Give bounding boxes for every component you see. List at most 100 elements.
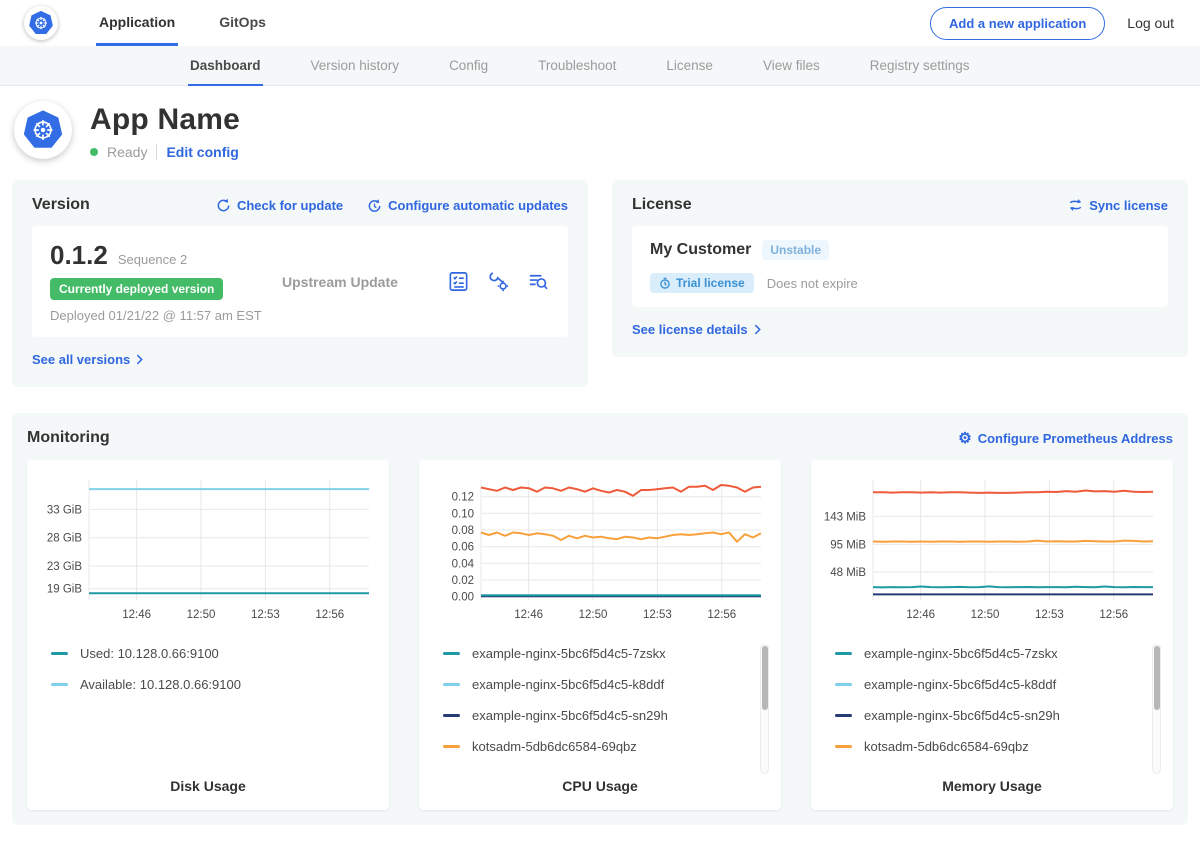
svg-text:12:56: 12:56 (1099, 609, 1128, 621)
svg-text:0.12: 0.12 (452, 492, 474, 504)
svg-text:12:50: 12:50 (579, 609, 608, 621)
add-application-button[interactable]: Add a new application (930, 7, 1105, 40)
chart-title: Memory Usage (823, 766, 1161, 794)
legend-item: Used: 10.128.0.66:9100 (51, 646, 377, 661)
app-title: App Name (90, 103, 240, 137)
nav-tab-gitops[interactable]: GitOps (216, 0, 269, 46)
tab-dashboard[interactable]: Dashboard (188, 46, 263, 86)
release-notes-icon[interactable] (447, 270, 470, 293)
legend-item: example-nginx-5bc6f5d4c5-sn29h (835, 708, 1161, 723)
legend-label: example-nginx-5bc6f5d4c5-sn29h (864, 708, 1060, 723)
svg-text:0.02: 0.02 (452, 575, 474, 587)
legend-color-dash (835, 683, 852, 686)
sync-icon (1068, 198, 1083, 212)
top-nav: Application GitOps Add a new application… (0, 0, 1200, 46)
version-number: 0.1.2 (50, 240, 108, 271)
monitoring-section: Monitoring ⚙ Configure Prometheus Addres… (12, 413, 1188, 825)
version-card-title: Version (32, 196, 90, 214)
legend-color-dash (443, 714, 460, 717)
svg-text:19 GiB: 19 GiB (47, 584, 82, 596)
license-card-title: License (632, 196, 692, 214)
trial-license-badge: Trial license (650, 273, 754, 293)
tab-license[interactable]: License (664, 46, 715, 86)
legend-color-dash (443, 683, 460, 686)
chevron-right-icon (136, 354, 143, 365)
legend-item: example-nginx-5bc6f5d4c5-7zskx (443, 646, 769, 661)
legend-item: example-nginx-5bc6f5d4c5-k8ddf (443, 677, 769, 692)
svg-text:0.00: 0.00 (452, 592, 474, 604)
tab-version-history[interactable]: Version history (309, 46, 402, 86)
legend-label: Used: 10.128.0.66:9100 (80, 646, 219, 661)
see-all-versions-link[interactable]: See all versions (32, 352, 143, 367)
memory-usage-chart: 48 MiB95 MiB143 MiB12:4612:5012:5312:56 (823, 472, 1161, 629)
nav-tab-application[interactable]: Application (96, 0, 178, 46)
divider (156, 144, 157, 160)
config-tools-icon[interactable] (487, 270, 510, 293)
cpu-usage-legend: example-nginx-5bc6f5d4c5-7zskx example-ng… (431, 646, 769, 766)
license-card: License Sync license My Customer Uns (612, 180, 1188, 357)
svg-text:33 GiB: 33 GiB (47, 504, 82, 516)
legend-item: example-nginx-5bc6f5d4c5-7zskx (835, 646, 1161, 661)
refresh-icon (216, 198, 231, 213)
tab-troubleshoot[interactable]: Troubleshoot (536, 46, 618, 86)
svg-text:12:56: 12:56 (315, 609, 344, 621)
svg-text:12:53: 12:53 (251, 609, 280, 621)
see-license-details-link[interactable]: See license details (632, 322, 761, 337)
configure-automatic-updates-button[interactable]: Configure automatic updates (367, 198, 568, 213)
clock-refresh-icon (367, 198, 382, 213)
legend-label: example-nginx-5bc6f5d4c5-k8ddf (472, 677, 664, 692)
tab-view-files[interactable]: View files (761, 46, 822, 86)
svg-text:12:50: 12:50 (187, 609, 216, 621)
app-sub-nav: Dashboard Version history Config Troublesho… (0, 46, 1200, 86)
configure-prometheus-button[interactable]: ⚙ Configure Prometheus Address (958, 431, 1173, 446)
currently-deployed-badge: Currently deployed version (50, 278, 223, 300)
cpu-usage-chart: 0.000.020.040.060.080.100.1212:4612:5012… (431, 472, 769, 629)
svg-text:12:46: 12:46 (906, 609, 935, 621)
svg-text:12:50: 12:50 (971, 609, 1000, 621)
legend-item: example-nginx-5bc6f5d4c5-k8ddf (835, 677, 1161, 692)
disk-usage-chart: 19 GiB23 GiB28 GiB33 GiB12:4612:5012:531… (39, 472, 377, 629)
tab-registry-settings[interactable]: Registry settings (868, 46, 972, 86)
sequence-label: Sequence 2 (118, 252, 187, 267)
chart-title: Disk Usage (39, 766, 377, 794)
legend-label: example-nginx-5bc6f5d4c5-sn29h (472, 708, 668, 723)
channel-badge: Unstable (762, 240, 829, 260)
legend-label: example-nginx-5bc6f5d4c5-k8ddf (864, 677, 1056, 692)
svg-text:0.04: 0.04 (452, 558, 475, 570)
svg-text:23 GiB: 23 GiB (47, 561, 82, 573)
legend-label: kotsadm-5db6dc6584-69qbz (472, 739, 637, 754)
legend-item: kotsadm-5db6dc6584-69qbz (835, 739, 1161, 754)
legend-label: example-nginx-5bc6f5d4c5-7zskx (864, 646, 1058, 661)
tab-config[interactable]: Config (447, 46, 490, 86)
scrollbar-thumb[interactable] (762, 646, 768, 710)
svg-text:0.08: 0.08 (452, 525, 474, 537)
legend-label: example-nginx-5bc6f5d4c5-7zskx (472, 646, 666, 661)
legend-label: Available: 10.128.0.66:9100 (80, 677, 241, 692)
legend-label: kotsadm-5db6dc6584-69qbz (864, 739, 1029, 754)
svg-text:0.06: 0.06 (452, 542, 474, 554)
scrollbar-thumb[interactable] (1154, 646, 1160, 710)
check-for-update-button[interactable]: Check for update (216, 198, 343, 213)
customer-name: My Customer (650, 241, 751, 259)
sync-license-button[interactable]: Sync license (1068, 198, 1168, 213)
legend-color-dash (835, 652, 852, 655)
monitoring-title: Monitoring (27, 429, 110, 447)
logout-button[interactable]: Log out (1127, 15, 1174, 31)
app-header: App Name Ready Edit config (0, 86, 1200, 176)
svg-text:48 MiB: 48 MiB (830, 567, 866, 579)
legend-color-dash (835, 714, 852, 717)
legend-item: example-nginx-5bc6f5d4c5-sn29h (443, 708, 769, 723)
stopwatch-icon (659, 277, 671, 289)
status-dot (90, 148, 98, 156)
svg-text:143 MiB: 143 MiB (824, 511, 867, 523)
legend-scrollbar[interactable] (760, 644, 769, 774)
version-source-label: Upstream Update (282, 274, 398, 290)
svg-text:95 MiB: 95 MiB (830, 539, 866, 551)
legend-color-dash (835, 745, 852, 748)
view-diff-icon[interactable] (527, 270, 550, 293)
disk-usage-legend: Used: 10.128.0.66:9100 Available: 10.128.… (39, 646, 377, 766)
legend-scrollbar[interactable] (1152, 644, 1161, 774)
svg-text:28 GiB: 28 GiB (47, 533, 82, 545)
legend-color-dash (51, 683, 68, 686)
edit-config-link[interactable]: Edit config (166, 144, 238, 160)
